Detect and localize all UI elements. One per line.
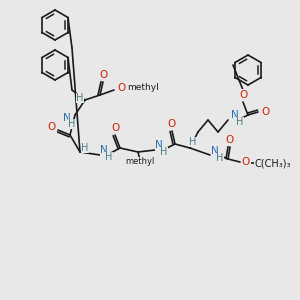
- Text: N: N: [211, 146, 219, 156]
- Text: O: O: [48, 122, 56, 132]
- Text: C(CH₃)₃: C(CH₃)₃: [255, 158, 291, 168]
- Text: methyl: methyl: [127, 82, 159, 91]
- Text: H: H: [81, 143, 89, 153]
- Text: N: N: [231, 110, 239, 120]
- Text: methyl: methyl: [125, 158, 155, 166]
- Text: H: H: [68, 119, 76, 129]
- Text: O: O: [242, 157, 250, 167]
- Text: O: O: [239, 90, 247, 100]
- Text: H: H: [236, 117, 244, 127]
- Text: N: N: [155, 140, 163, 150]
- Text: N: N: [100, 145, 108, 155]
- Text: O: O: [99, 70, 107, 80]
- Text: O: O: [226, 135, 234, 145]
- Text: H: H: [76, 93, 84, 103]
- Text: H: H: [160, 147, 168, 157]
- Text: H: H: [216, 153, 224, 163]
- Text: O: O: [262, 107, 270, 117]
- Text: O: O: [118, 83, 126, 93]
- Text: O: O: [168, 119, 176, 129]
- Text: O: O: [111, 123, 119, 133]
- Text: H: H: [105, 152, 113, 162]
- Text: H: H: [189, 137, 197, 147]
- Text: N: N: [63, 113, 71, 123]
